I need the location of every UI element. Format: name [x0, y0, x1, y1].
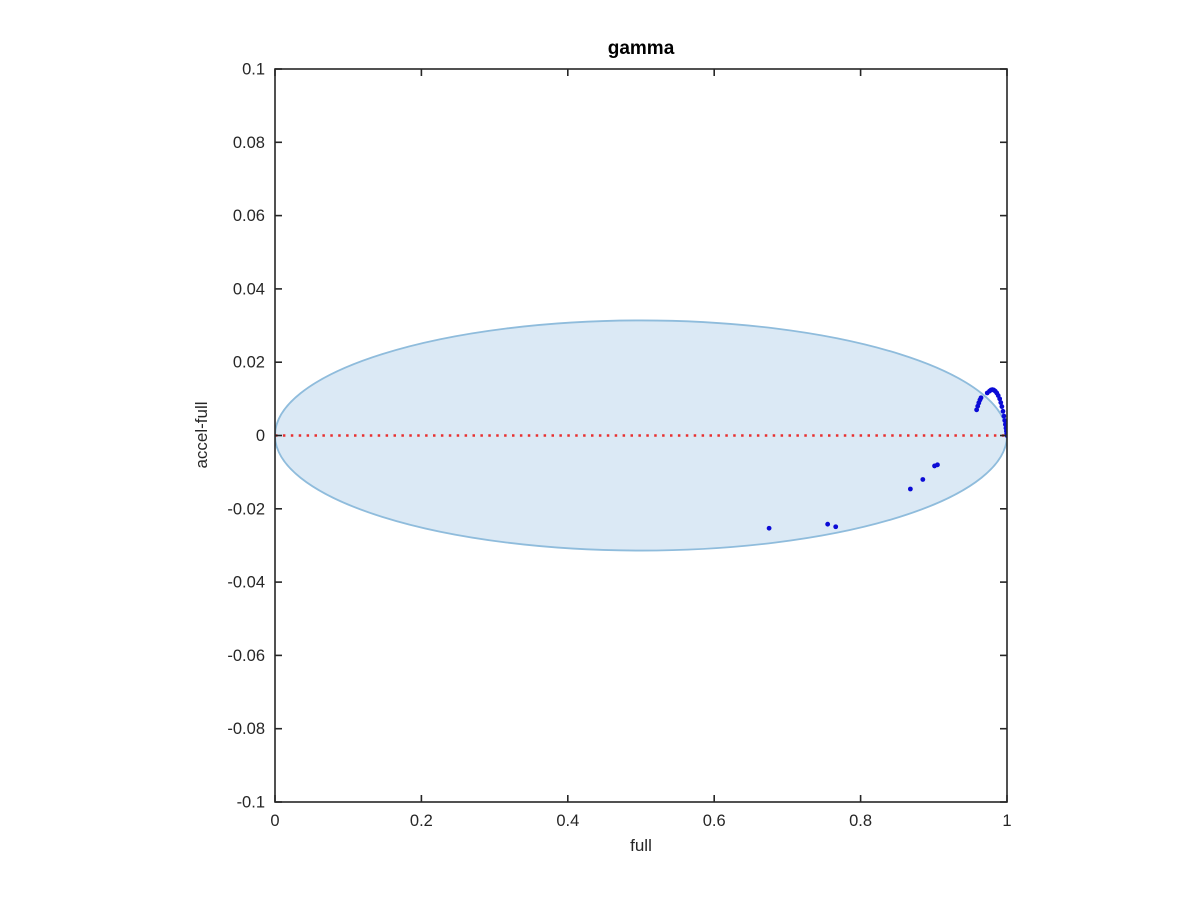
data-point [766, 525, 772, 531]
data-point [1000, 408, 1006, 414]
y-tick-label: -0.02 [227, 500, 265, 518]
data-point [935, 462, 940, 468]
data-point [1002, 418, 1007, 423]
y-axis-label: accel-full [192, 401, 211, 469]
x-tick-label: 0.4 [556, 812, 579, 830]
x-tick-label: 0.6 [703, 812, 726, 830]
y-tick-label: 0.08 [233, 134, 265, 152]
x-tick-label: 1 [1002, 812, 1011, 830]
data-point [999, 404, 1005, 409]
data-point [907, 486, 913, 492]
y-tick-label: 0.06 [233, 207, 265, 225]
y-tick-label: 0.1 [242, 61, 265, 79]
x-tick-label: 0.2 [410, 812, 433, 830]
data-point [833, 524, 839, 530]
data-point [974, 407, 980, 413]
scatter-series [766, 387, 1007, 531]
y-tick-label: -0.04 [227, 574, 265, 592]
x-axis-label: full [630, 836, 652, 855]
data-point [825, 521, 831, 527]
y-tick-label: 0.04 [233, 280, 265, 298]
data-point [1001, 413, 1007, 419]
y-tick-label: -0.1 [237, 794, 265, 812]
plot-clipped-group [275, 319, 1007, 552]
data-point [920, 477, 926, 482]
y-tick-label: 0 [256, 427, 265, 445]
data-point [978, 395, 984, 401]
y-tick-label: -0.08 [227, 720, 265, 738]
x-tick-label: 0.8 [849, 812, 872, 830]
data-point [997, 396, 1003, 402]
plot-title: gamma [607, 38, 675, 59]
reference-ellipse [275, 319, 1007, 552]
data-point [998, 400, 1004, 405]
data-point [1002, 422, 1007, 427]
y-tick-label: -0.06 [227, 647, 265, 665]
x-tick-label: 0 [270, 812, 279, 830]
y-tick-label: 0.02 [233, 354, 265, 372]
